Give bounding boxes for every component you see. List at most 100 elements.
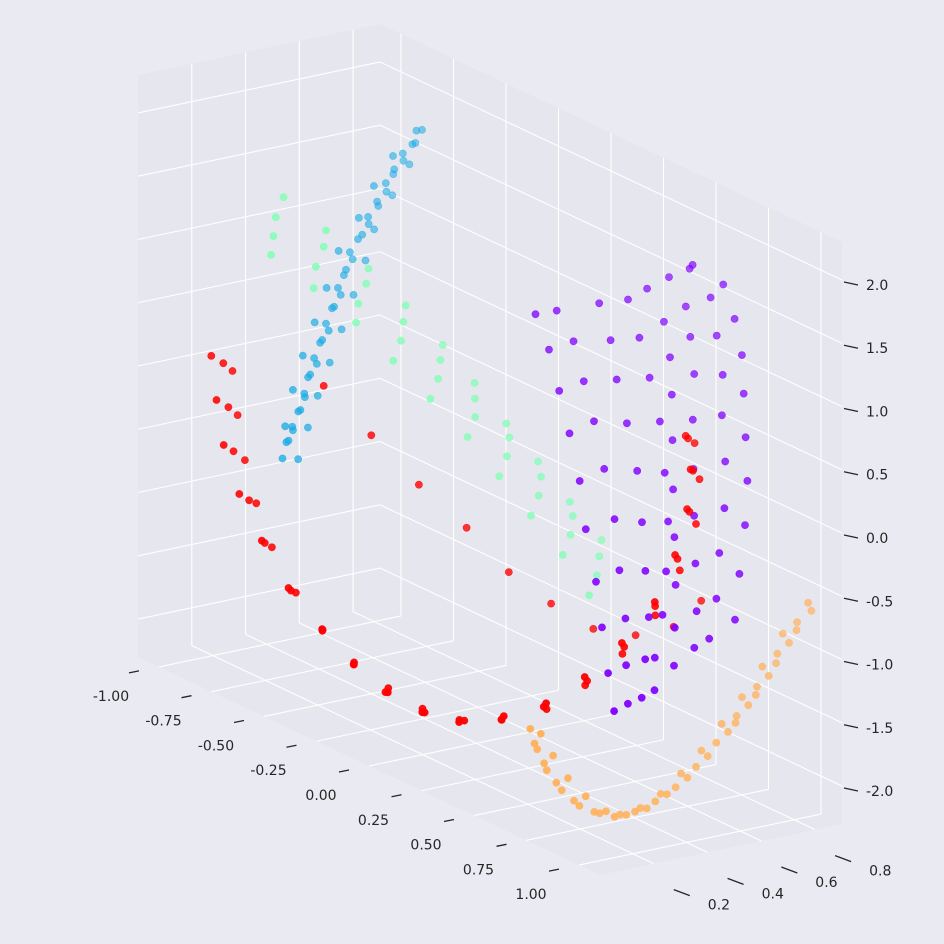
data-point-series-4	[807, 606, 816, 615]
z-gridline-back	[379, 441, 843, 661]
data-point-series-2	[537, 472, 545, 481]
data-point-series-1	[399, 156, 408, 165]
z-gridline-back	[379, 567, 843, 787]
data-point-series-4	[744, 701, 753, 710]
data-point-series-2	[311, 262, 320, 271]
data-point-series-2	[426, 394, 435, 403]
data-point-series-1	[324, 326, 333, 335]
data-point-series-4	[671, 783, 680, 792]
data-point-series-0	[610, 515, 619, 523]
data-point-series-3	[547, 599, 555, 608]
x-axis: -1.00 -0.75 -0.50 -0.25 0.00 0.25 0.50 0.75 1.00	[93, 670, 560, 903]
data-point-series-1	[382, 187, 391, 196]
data-point-series-2	[362, 279, 371, 288]
data-point-series-0	[621, 614, 630, 623]
data-point-series-3	[383, 688, 392, 697]
data-point-series-2	[527, 511, 535, 520]
data-point-series-0	[660, 468, 669, 477]
data-point-series-0	[633, 466, 642, 475]
data-point-series-3	[681, 431, 690, 440]
y-tick-mark	[781, 866, 798, 874]
data-point-series-3	[675, 566, 684, 575]
data-point-series-0	[669, 485, 677, 494]
data-point-series-0	[741, 433, 750, 442]
data-point-series-4	[697, 746, 706, 755]
data-point-series-0	[715, 549, 724, 557]
data-point-series-0	[741, 521, 749, 529]
data-point-series-3	[235, 490, 244, 498]
data-point-series-0	[624, 295, 632, 304]
data-point-series-0	[738, 351, 746, 359]
data-point-series-4	[570, 796, 578, 805]
data-point-series-1	[310, 318, 319, 327]
data-point-series-0	[688, 415, 697, 424]
z-tick-mark	[843, 281, 859, 286]
data-point-series-4	[552, 778, 561, 787]
x-tick-label: 0.50	[410, 838, 441, 854]
data-point-series-0	[666, 353, 674, 362]
z-gridline-back	[379, 61, 843, 281]
z-tick-label: 1.5	[866, 341, 888, 357]
data-point-series-1	[348, 255, 357, 264]
data-point-series-4	[724, 728, 732, 736]
data-point-series-1	[364, 212, 372, 221]
z-tick-mark	[843, 407, 859, 413]
data-point-series-4	[793, 618, 801, 627]
data-point-series-0	[660, 317, 668, 326]
data-point-series-0	[644, 613, 653, 621]
y-axis: 0.2 0.4 0.6 0.8	[673, 855, 891, 914]
data-point-series-3	[651, 611, 660, 620]
data-point-series-0	[592, 577, 600, 586]
z-tick-label: -2.0	[866, 784, 893, 800]
data-point-series-0	[690, 370, 699, 378]
data-point-series-3	[228, 367, 237, 375]
data-point-series-3	[580, 673, 589, 681]
data-point-series-1	[354, 213, 363, 222]
data-point-series-0	[643, 284, 651, 293]
data-point-series-0	[718, 370, 727, 379]
data-point-series-1	[364, 220, 373, 229]
x-tick-label: -0.25	[250, 763, 286, 779]
data-point-series-1	[370, 225, 378, 234]
data-point-series-4	[692, 763, 700, 771]
data-point-series-2	[309, 284, 318, 292]
data-point-series-0	[686, 332, 695, 341]
data-point-series-4	[590, 808, 599, 816]
data-point-series-3	[692, 520, 700, 528]
data-point-series-0	[638, 518, 646, 527]
data-point-series-0	[604, 669, 612, 677]
data-point-series-0	[670, 533, 679, 541]
data-point-series-3	[318, 625, 326, 633]
x-tick-mark	[391, 794, 402, 798]
x-tick-label: 1.00	[515, 887, 546, 903]
data-point-series-4	[751, 691, 760, 699]
data-point-series-0	[665, 273, 673, 281]
z-gridline-back	[379, 187, 843, 407]
z-tick-label: -0.5	[866, 594, 893, 610]
data-point-series-2	[364, 264, 373, 273]
data-point-series-3	[690, 439, 699, 447]
data-point-series-4	[677, 769, 685, 778]
x-tick-label: 0.75	[463, 862, 494, 878]
x-tick-label: -0.50	[198, 739, 234, 755]
data-point-series-0	[739, 389, 748, 398]
data-point-series-2	[322, 226, 330, 235]
data-point-series-2	[495, 472, 504, 481]
data-point-series-1	[318, 336, 327, 344]
data-point-series-4	[773, 649, 782, 658]
data-point-series-1	[296, 406, 305, 414]
data-point-series-3	[245, 496, 253, 505]
data-point-series-1	[281, 422, 290, 431]
data-point-series-4	[557, 786, 566, 795]
y-tick-mark	[834, 855, 852, 863]
y-tick-mark	[727, 877, 744, 885]
x-gridline-floor	[158, 615, 402, 668]
data-point-series-1	[373, 197, 381, 206]
data-point-series-4	[575, 802, 584, 810]
data-point-series-0	[624, 699, 632, 708]
y-gridline-floor	[191, 645, 655, 865]
data-point-series-1	[336, 290, 345, 299]
data-point-series-0	[719, 280, 728, 289]
data-point-series-0	[645, 373, 654, 382]
data-point-series-0	[590, 417, 598, 426]
